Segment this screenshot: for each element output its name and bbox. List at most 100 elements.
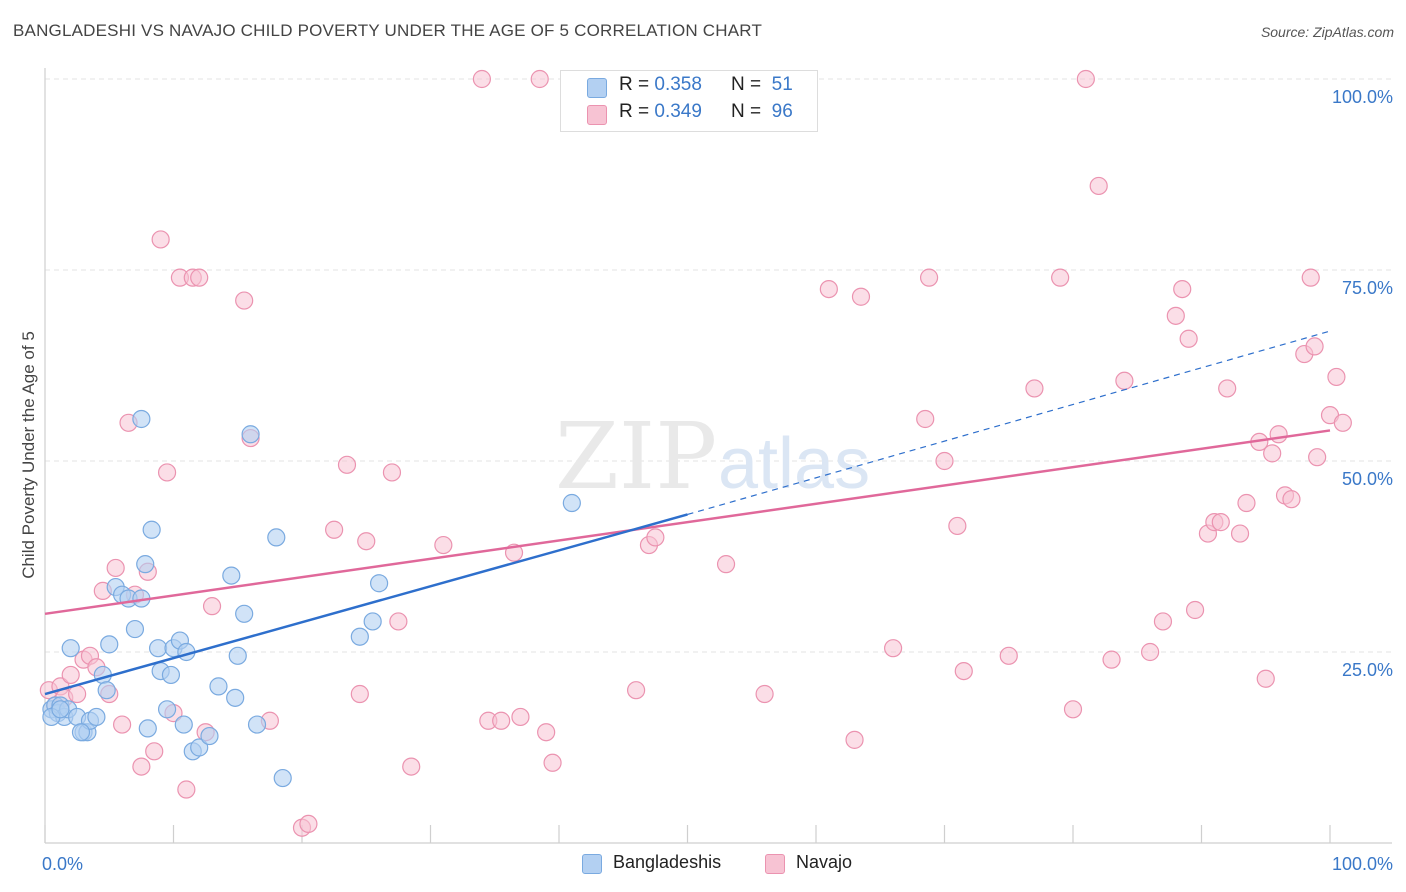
- navajo-point: [543, 753, 562, 772]
- bangladeshi-point: [235, 604, 254, 623]
- navajo-point: [151, 230, 170, 249]
- navajo-point: [112, 715, 132, 734]
- legend-r: R = 0.358: [619, 74, 702, 95]
- navajo-point: [61, 665, 80, 685]
- navajo-point: [1179, 329, 1198, 348]
- navajo-point: [1102, 650, 1121, 669]
- navajo-point: [716, 555, 736, 574]
- navajo-point: [1282, 490, 1301, 509]
- navajo-point: [1089, 176, 1108, 196]
- y-tick-label: 25.0%: [1342, 660, 1393, 680]
- bangladeshi-point: [71, 723, 91, 742]
- navajo-trend-line: [44, 429, 1331, 616]
- axis-labels: 25.0% 50.0% 75.0% 100.0% 0.0% 100.0% Child Pov…: [19, 87, 1393, 874]
- navajo-point: [132, 757, 151, 776]
- legend-n: N = 96: [731, 101, 793, 122]
- navajo-point: [935, 451, 954, 471]
- navajo-point: [919, 268, 939, 287]
- navajo-point: [177, 780, 196, 799]
- chart-title: BANGLADESHI VS NAVAJO CHILD POVERTY UNDE…: [13, 21, 763, 40]
- navajo-point: [1263, 444, 1282, 463]
- navajo-point: [434, 535, 453, 555]
- navajo-point: [299, 814, 318, 834]
- bangladeshi-point: [190, 738, 209, 757]
- bangladeshi-point: [87, 707, 106, 727]
- navajo-point: [68, 684, 87, 704]
- legend-n-value: 51: [771, 74, 793, 95]
- navajo-point: [350, 684, 369, 704]
- bangladeshi-point: [97, 681, 116, 700]
- y-tick-label: 75.0%: [1342, 278, 1393, 298]
- navajo-point: [325, 520, 344, 539]
- bangladeshi-point: [174, 715, 193, 734]
- navajo-point: [1063, 700, 1083, 719]
- navajo-point: [1269, 425, 1288, 444]
- bangladeshi-point: [157, 700, 177, 719]
- legend-n-value: 96: [771, 101, 793, 122]
- navajo-point: [389, 612, 408, 631]
- navajo-point: [202, 597, 222, 616]
- bangladeshi-point: [61, 639, 80, 658]
- navajo-point: [106, 558, 125, 578]
- legend-r: R = 0.349: [619, 101, 702, 122]
- navajo-point: [1166, 306, 1185, 325]
- legend-n: N = 51: [731, 74, 793, 95]
- navajo-point: [1185, 600, 1205, 620]
- navajo-point: [530, 69, 549, 89]
- navajo-point: [492, 711, 511, 730]
- bangladeshi-point: [142, 520, 161, 539]
- bangladeshi-point: [363, 612, 382, 631]
- bangladeshi-point: [125, 619, 145, 639]
- legend-swatch-pink: [587, 105, 607, 125]
- navajo-point: [646, 528, 665, 547]
- navajo-points: [39, 69, 1352, 837]
- bangladeshi-point: [273, 768, 292, 788]
- navajo-point: [1237, 493, 1256, 513]
- navajo-point: [1076, 69, 1095, 89]
- bangladeshi-points: [42, 409, 581, 788]
- navajo-point: [157, 463, 177, 482]
- bangladeshi-point: [132, 409, 151, 429]
- navajo-point: [1115, 371, 1134, 390]
- navajo-point: [1140, 642, 1160, 662]
- navajo-point: [1327, 367, 1346, 387]
- navajo-point: [948, 516, 967, 536]
- bangladeshi-point: [370, 574, 389, 593]
- y-axis-label: Child Poverty Under the Age of 5: [19, 331, 38, 579]
- navajo-point: [537, 723, 556, 742]
- y-tick-label: 50.0%: [1342, 469, 1393, 489]
- bottom-legend-swatch-blue: [582, 854, 602, 874]
- bangladeshi-point: [138, 719, 157, 738]
- bangladeshi-point: [222, 566, 241, 585]
- bangladeshi-point: [209, 677, 228, 696]
- navajo-point: [916, 409, 935, 429]
- legend: R = 0.358 N = 51 R = 0.349 N = 96: [560, 70, 818, 132]
- navajo-point: [1218, 379, 1237, 398]
- navajo-point: [402, 757, 421, 776]
- legend-r-value: 0.349: [654, 101, 702, 122]
- bangladeshi-trend-line: [44, 513, 688, 696]
- bangladeshi-point: [562, 493, 581, 513]
- bangladeshi-point: [267, 528, 286, 547]
- navajo-point: [235, 291, 254, 310]
- navajo-point: [1173, 280, 1192, 299]
- source-label: Source: ZipAtlas.com: [1260, 24, 1394, 40]
- navajo-point: [1230, 524, 1250, 543]
- navajo-point: [626, 681, 646, 700]
- watermark-atlas: atlas: [718, 424, 870, 504]
- navajo-point: [1305, 337, 1324, 356]
- bangladeshi-point: [241, 425, 260, 444]
- trend-lines: [44, 330, 1331, 696]
- watermark: ZIP atlas: [555, 403, 870, 510]
- navajo-point: [1211, 513, 1230, 532]
- x-tick-label: 100.0%: [1332, 854, 1393, 874]
- navajo-point: [1025, 379, 1044, 398]
- bangladeshi-point: [148, 639, 168, 658]
- navajo-point: [337, 455, 357, 474]
- bangladeshi-point: [161, 665, 181, 685]
- navajo-point: [472, 69, 491, 89]
- y-tick-label: 100.0%: [1332, 87, 1393, 107]
- bangladeshi-point: [51, 700, 70, 719]
- bangladeshi-point: [136, 555, 155, 574]
